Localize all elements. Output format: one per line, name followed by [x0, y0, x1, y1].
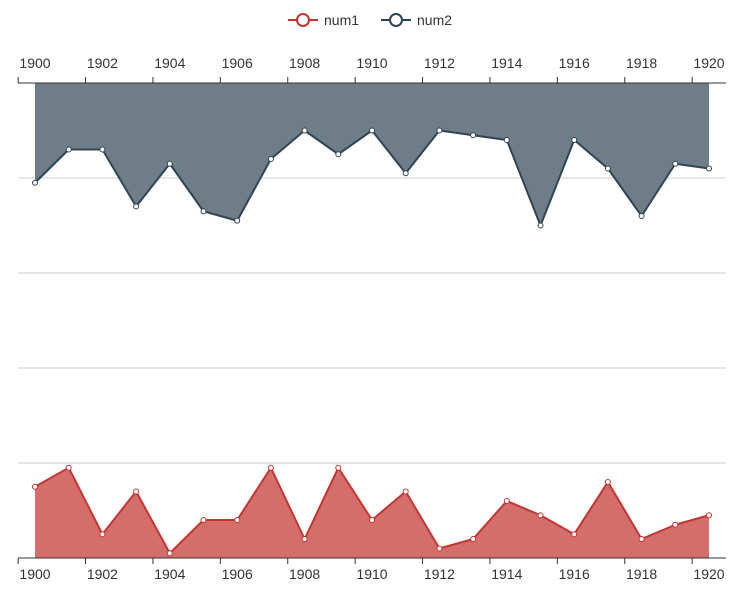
point-num1-1908[interactable] [301, 536, 308, 542]
top-tick-label: 1910 [356, 55, 387, 71]
top-tick-label: 1912 [424, 55, 455, 71]
axes: 1900 1902 1904 1906 1908 1910 1912 1914 1916 1918… [17, 55, 726, 582]
point-num1-1913[interactable] [470, 536, 477, 542]
top-tick-label: 1902 [87, 55, 118, 71]
point-num1-1903[interactable] [133, 488, 140, 495]
legend-item-num2[interactable]: num2 [381, 12, 452, 28]
point-num2-1910[interactable] [369, 127, 375, 134]
series-areas [34, 83, 710, 558]
area-num2 [35, 83, 709, 226]
bottom-tick-label: 1902 [87, 566, 118, 582]
point-num1-1901[interactable] [65, 464, 72, 471]
point-num1-1907[interactable] [267, 464, 274, 471]
point-num1-1912[interactable] [436, 545, 443, 552]
top-tick-label: 1900 [19, 55, 50, 71]
bottom-tick-label: 1914 [491, 566, 522, 582]
point-num1-1918[interactable] [638, 536, 645, 542]
point-num2-1900[interactable] [32, 179, 38, 186]
top-tick-label: 1920 [693, 55, 724, 71]
top-tick-label: 1916 [559, 55, 590, 71]
top-tick-label: 1914 [491, 55, 522, 71]
point-num1-1919[interactable] [672, 521, 679, 528]
bottom-tick-label: 1904 [154, 566, 185, 582]
data-points [32, 127, 712, 557]
bottom-tick-label: 1918 [626, 566, 657, 582]
point-num2-1916[interactable] [571, 137, 578, 143]
legend-label-num1: num1 [324, 12, 359, 28]
point-num1-1916[interactable] [571, 531, 578, 538]
legend-circle-icon [389, 13, 403, 27]
bottom-tick-label: 1920 [693, 566, 724, 582]
point-num1-1900[interactable] [32, 483, 38, 490]
grid-lines [18, 177, 726, 464]
point-num1-1910[interactable] [369, 517, 375, 523]
point-num2-1907[interactable] [267, 156, 274, 162]
legend-label-num2: num2 [417, 12, 452, 28]
legend[interactable]: num1 num2 [288, 12, 452, 28]
bottom-tick-label: 1900 [19, 566, 50, 582]
point-num1-1914[interactable] [503, 498, 510, 504]
point-num1-1902[interactable] [99, 531, 106, 538]
legend-circle-icon [296, 13, 310, 27]
point-num2-1906[interactable] [234, 217, 241, 224]
point-num1-1911[interactable] [402, 488, 409, 495]
point-num2-1913[interactable] [470, 132, 477, 139]
point-num1-1909[interactable] [335, 464, 342, 471]
bottom-tick-label: 1910 [356, 566, 387, 582]
bottom-tick-label: 1916 [559, 566, 590, 582]
point-num2-1920[interactable] [706, 165, 712, 172]
point-num2-1919[interactable] [672, 160, 679, 167]
point-num2-1912[interactable] [436, 127, 443, 134]
point-num2-1908[interactable] [301, 127, 308, 134]
legend-item-num1[interactable]: num1 [288, 12, 359, 28]
point-num2-1901[interactable] [65, 146, 72, 153]
point-num2-1917[interactable] [604, 165, 611, 172]
point-num2-1914[interactable] [503, 137, 510, 143]
point-num2-1911[interactable] [402, 170, 409, 177]
area-num1 [35, 467, 709, 558]
point-num1-1904[interactable] [166, 550, 173, 557]
point-num1-1906[interactable] [234, 517, 241, 523]
point-num2-1905[interactable] [200, 208, 207, 215]
point-num2-1918[interactable] [638, 213, 645, 219]
bottom-tick-label: 1908 [289, 566, 320, 582]
point-num1-1905[interactable] [200, 517, 207, 523]
point-num2-1909[interactable] [335, 151, 342, 158]
point-num2-1902[interactable] [99, 146, 106, 153]
point-num1-1920[interactable] [706, 512, 712, 519]
top-tick-label: 1906 [222, 55, 253, 71]
bottom-tick-label: 1912 [424, 566, 455, 582]
point-num1-1917[interactable] [604, 479, 611, 485]
point-num1-1915[interactable] [537, 512, 544, 519]
top-tick-label: 1908 [289, 55, 320, 71]
top-tick-label: 1918 [626, 55, 657, 71]
point-num2-1903[interactable] [133, 203, 140, 210]
point-num2-1904[interactable] [166, 160, 173, 167]
point-num2-1915[interactable] [537, 222, 544, 229]
top-tick-label: 1904 [154, 55, 185, 71]
bottom-tick-label: 1906 [222, 566, 253, 582]
